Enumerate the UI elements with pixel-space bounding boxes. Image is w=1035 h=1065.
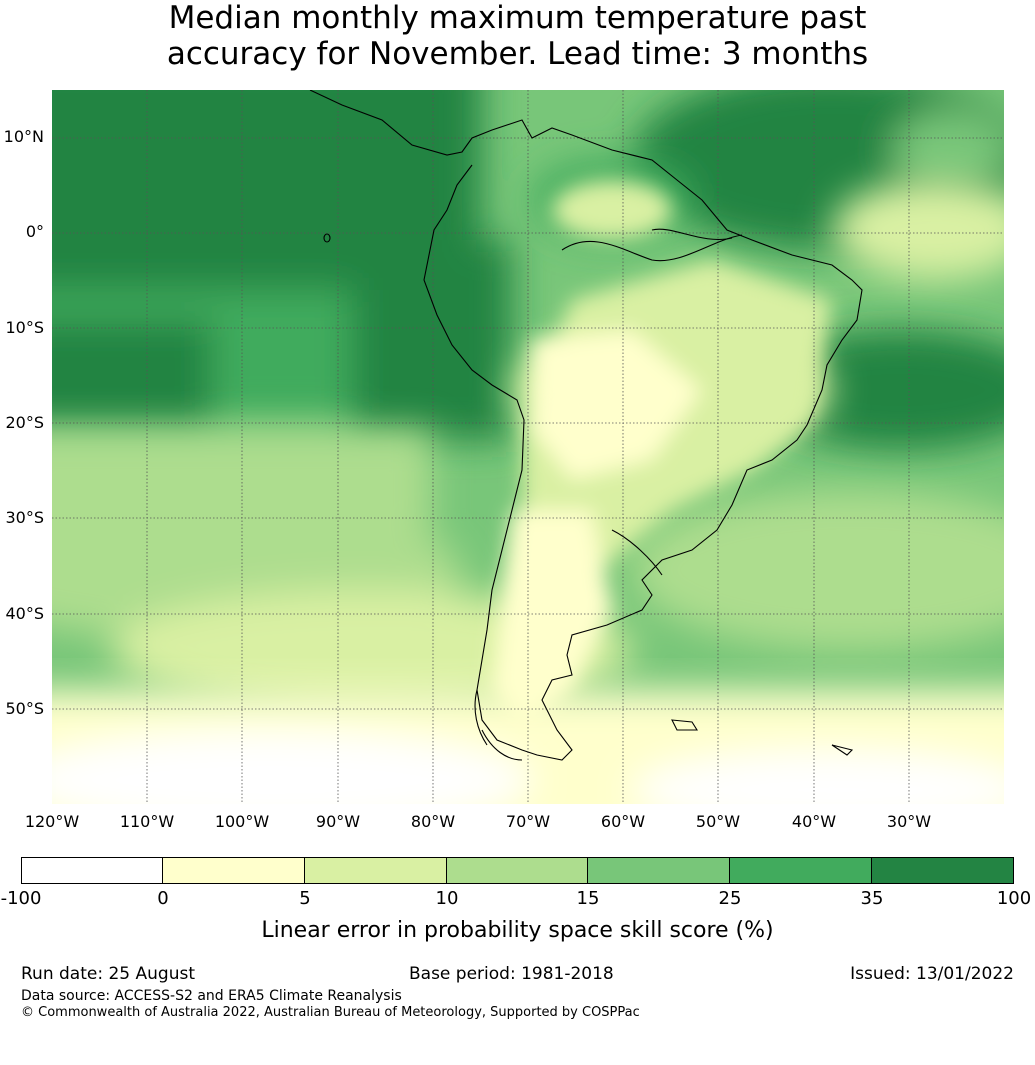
lat-label-10s: 10°S [5, 318, 44, 337]
colorbar-tick: 25 [718, 888, 742, 909]
lon-label-70w: 70°W [505, 812, 551, 831]
map-canvas [52, 90, 1004, 804]
data-source: Data source: ACCESS-S2 and ERA5 Climate … [21, 988, 402, 1004]
colorbar-segment [730, 857, 873, 884]
lat-label-0: 0° [25, 222, 44, 241]
coastlines [309, 90, 863, 761]
lon-label-30w: 30°W [886, 812, 932, 831]
colorbar-segment [21, 857, 163, 884]
colorbar-tick: 10 [435, 888, 459, 909]
lat-label-50s: 50°S [5, 699, 44, 718]
lon-label-50w: 50°W [695, 812, 741, 831]
colorbar-tick: -100 [0, 888, 42, 909]
skill-map [52, 90, 1004, 804]
colorbar-label: Linear error in probability space skill … [261, 918, 774, 943]
lat-label-40s: 40°S [5, 604, 44, 623]
colorbar-segment [162, 857, 305, 884]
colorbar-tick: 35 [860, 888, 884, 909]
colorbar-tick: 0 [157, 888, 169, 909]
lon-label-100w: 100°W [214, 812, 270, 831]
base-period: Base period: 1981-2018 [409, 964, 614, 984]
run-date: Run date: 25 August [21, 964, 195, 984]
issued-date: Issued: 13/01/2022 [850, 964, 1014, 984]
lat-label-10n: 10°N [3, 127, 44, 146]
lat-label-20s: 20°S [5, 413, 44, 432]
colorbar-segment [446, 857, 589, 884]
lon-label-110w: 110°W [119, 812, 175, 831]
colorbar-tick: 15 [576, 888, 600, 909]
colorbar-segment [872, 857, 1014, 884]
lon-label-120w: 120°W [24, 812, 80, 831]
map-title: Median monthly maximum temperature past … [0, 0, 1035, 72]
colorbar-segment [304, 857, 447, 884]
colorbar-tick: 100 [996, 888, 1032, 909]
colorbar [21, 857, 1014, 884]
title-line-1: Median monthly maximum temperature past [168, 0, 867, 36]
colorbar-tick: 5 [299, 888, 311, 909]
title-line-2: accuracy for November. Lead time: 3 mont… [166, 36, 869, 72]
lon-label-80w: 80°W [410, 812, 456, 831]
lat-label-30s: 30°S [5, 508, 44, 527]
skill-field-mid [52, 180, 1004, 710]
graticule [52, 90, 1004, 804]
lon-label-90w: 90°W [315, 812, 361, 831]
lon-label-40w: 40°W [791, 812, 837, 831]
lon-label-60w: 60°W [600, 812, 646, 831]
colorbar-segment [588, 857, 731, 884]
skill-field-land [492, 180, 832, 730]
copyright: © Commonwealth of Australia 2022, Austra… [21, 1005, 640, 1020]
